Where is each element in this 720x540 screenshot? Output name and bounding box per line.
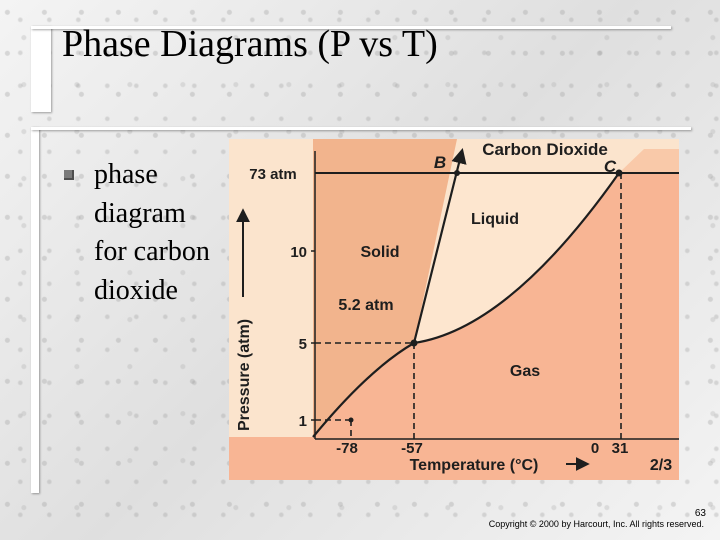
sublimation-curve [312, 342, 415, 438]
supercritical-region [619, 149, 679, 173]
frame-bar-body-left [31, 127, 39, 493]
x-tick-31: 31 [612, 440, 629, 457]
y-tick-73atm: 73 atm [249, 166, 297, 183]
diagram-header: Carbon Dioxide [482, 140, 608, 159]
frame-bar-title-left [31, 26, 51, 112]
point-c-label: C [604, 157, 617, 176]
liquid-label: Liquid [471, 211, 519, 228]
page-fraction: 2/3 [650, 457, 672, 474]
gas-label: Gas [510, 363, 540, 380]
point-1atm [348, 417, 354, 423]
triple-point-pressure-label: 5.2 atm [338, 297, 393, 314]
slide-title: Phase Diagrams (P vs T) [62, 23, 438, 65]
x-tick-0: 0 [591, 440, 599, 457]
melting-curve [412, 148, 467, 344]
bullet-square-icon [64, 170, 74, 180]
triple-point [410, 339, 418, 347]
point-b-label: B [434, 153, 446, 172]
critical-point-c [615, 169, 623, 177]
point-b [454, 170, 460, 176]
liquid-region [414, 173, 619, 343]
y-tick-10: 10 [290, 244, 307, 261]
x-axis-label: Temperature (°C) [410, 457, 539, 474]
co2-phase-diagram: Carbon Dioxide B C Liquid Solid 5.2 atm … [229, 139, 679, 480]
solid-label: Solid [360, 244, 399, 261]
frame-bar-body-top [31, 127, 691, 130]
x-tick-minus57: -57 [401, 440, 423, 457]
bullet-text: phase diagram for carbon dioxide [94, 159, 210, 306]
copyright-notice: Copyright © 2000 by Harcourt, Inc. All r… [488, 519, 704, 529]
vaporization-curve [413, 172, 620, 345]
y-axis-label: Pressure (atm) [236, 319, 253, 431]
page-number: 63 [694, 508, 706, 519]
x-tick-minus78: -78 [336, 440, 358, 457]
y-tick-5: 5 [299, 336, 307, 353]
frame-bar-title-top [31, 26, 671, 29]
y-tick-1: 1 [299, 413, 307, 430]
gas-region [229, 173, 679, 480]
solid-region [313, 139, 457, 437]
